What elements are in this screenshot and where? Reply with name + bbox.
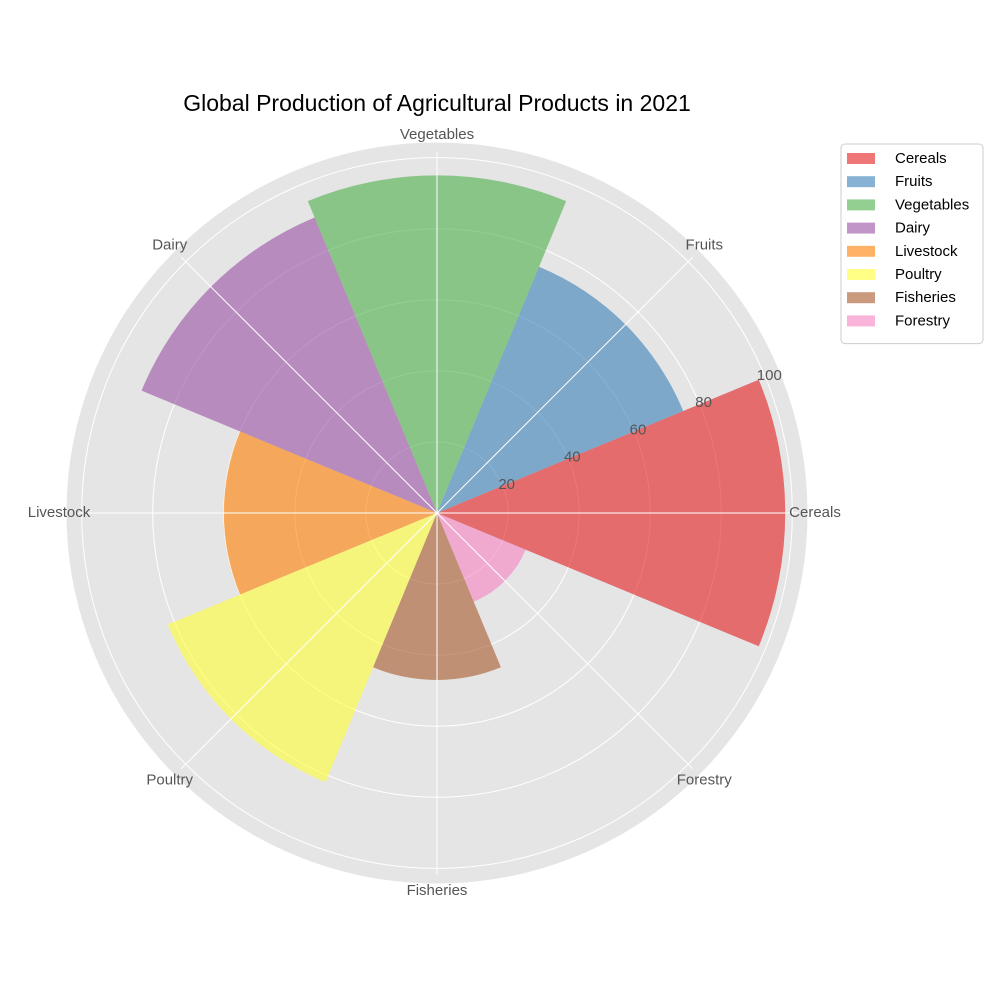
legend: Cereals Fruits Vegetables Dairy Livestock Pou…: [840, 143, 984, 345]
legend-label: Dairy: [895, 220, 931, 237]
radial-tick-label: 60: [630, 421, 647, 438]
category-label-forestry: Forestry: [677, 771, 733, 788]
radial-tick-label: 100: [757, 367, 782, 384]
category-label-dairy: Dairy: [152, 237, 188, 254]
category-label-poultry: Poultry: [146, 771, 193, 788]
outer-frame: [66, 142, 808, 884]
legend-swatch: [847, 176, 875, 188]
legend-swatch: [847, 222, 875, 234]
category-label-cereals: Cereals: [789, 504, 841, 521]
radial-tick-label: 80: [695, 394, 712, 411]
category-label-vegetables: Vegetables: [400, 126, 474, 143]
legend-label: Livestock: [895, 243, 958, 260]
legend-label: Fisheries: [895, 289, 956, 306]
legend-swatch: [847, 315, 875, 327]
spoke-line: [177, 512, 438, 773]
legend-swatch: [847, 199, 875, 211]
radial-tick-label: 40: [564, 449, 581, 466]
legend-box: [840, 143, 984, 345]
spoke-line: [436, 512, 697, 773]
legend-label: Cereals: [895, 150, 947, 167]
legend-swatch: [847, 292, 875, 304]
legend-label: Fruits: [895, 173, 933, 190]
category-label-livestock: Livestock: [28, 504, 91, 521]
category-label-fisheries: Fisheries: [407, 882, 468, 899]
legend-swatch: [847, 153, 875, 164]
category-label-fruits: Fruits: [686, 237, 724, 254]
spoke-line: [177, 253, 438, 514]
spoke-line: [436, 253, 697, 514]
legend-swatch: [847, 269, 875, 280]
chart-title: Global Production of Agricultural Produc…: [183, 90, 691, 116]
legend-label: Forestry: [895, 312, 951, 329]
legend-label: Vegetables: [895, 196, 969, 213]
radial-tick-label: 20: [498, 476, 515, 493]
legend-label: Poultry: [895, 266, 942, 283]
legend-swatch: [847, 245, 875, 257]
